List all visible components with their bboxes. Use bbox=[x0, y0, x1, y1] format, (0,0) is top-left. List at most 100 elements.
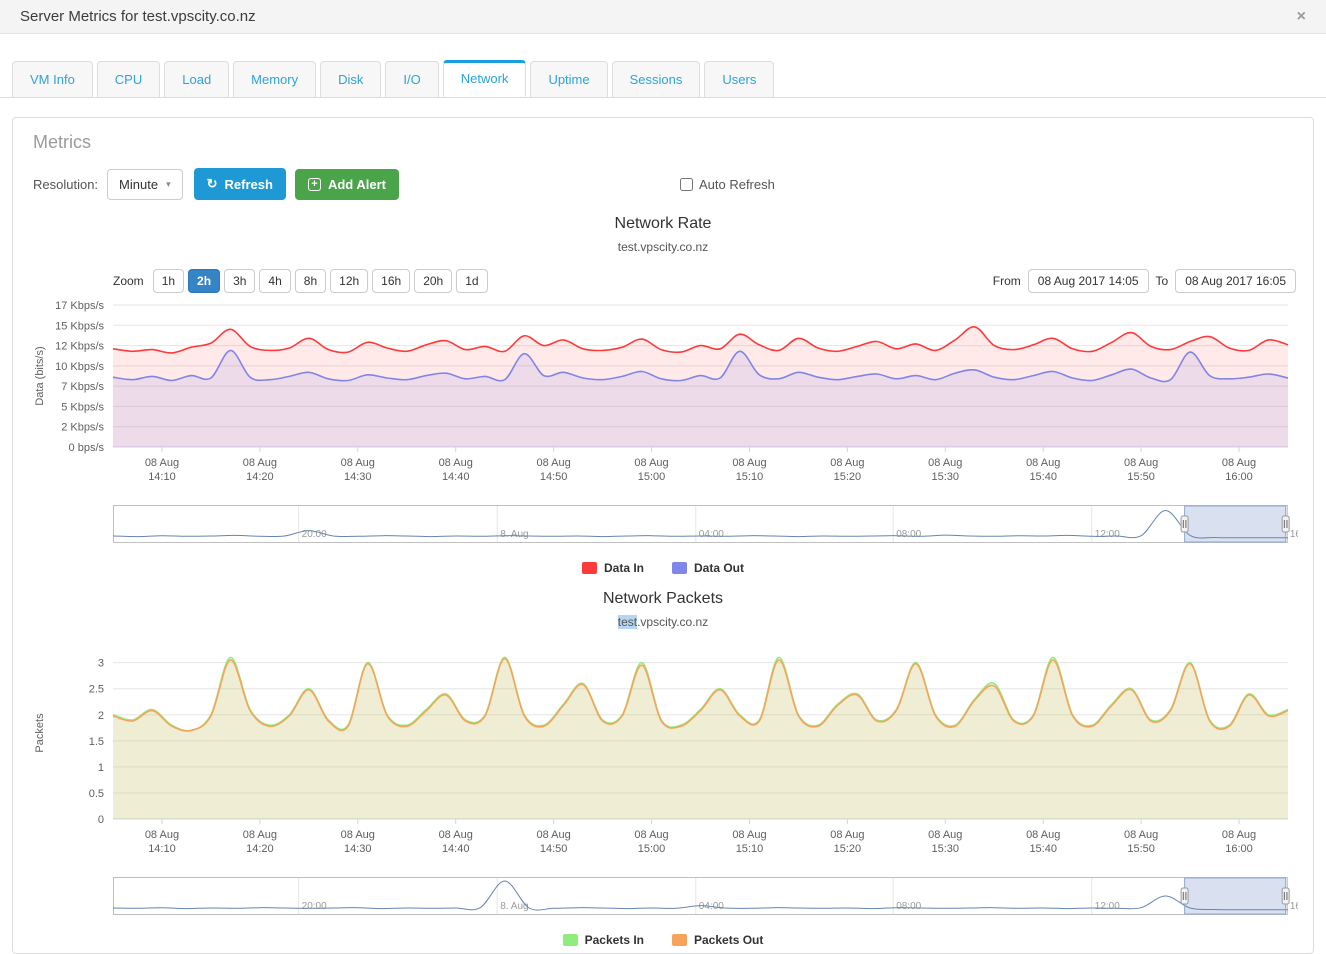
svg-text:08 Aug: 08 Aug bbox=[830, 829, 864, 841]
svg-text:14:10: 14:10 bbox=[148, 471, 176, 483]
auto-refresh-group: Auto Refresh bbox=[679, 176, 775, 192]
svg-text:15:50: 15:50 bbox=[1127, 471, 1155, 483]
refresh-button[interactable]: ↻ Refresh bbox=[193, 168, 286, 200]
legend-item-data-out[interactable]: Data Out bbox=[672, 561, 744, 575]
svg-text:08 Aug: 08 Aug bbox=[830, 457, 864, 469]
svg-text:04:00: 04:00 bbox=[699, 529, 724, 540]
close-icon[interactable]: × bbox=[1296, 7, 1306, 25]
tab-vm-info[interactable]: VM Info bbox=[12, 61, 93, 98]
tab-sessions[interactable]: Sessions bbox=[611, 61, 701, 98]
svg-text:8. Aug: 8. Aug bbox=[500, 529, 528, 540]
tab-i-o[interactable]: I/O bbox=[385, 61, 439, 98]
navigator-handle-right[interactable] bbox=[1281, 887, 1290, 905]
tab-cpu[interactable]: CPU bbox=[96, 61, 161, 98]
zoom-button-4h[interactable]: 4h bbox=[259, 269, 291, 293]
tab-memory[interactable]: Memory bbox=[233, 61, 317, 98]
svg-text:14:30: 14:30 bbox=[344, 471, 372, 483]
svg-text:08 Aug: 08 Aug bbox=[1026, 457, 1060, 469]
zoom-button-3h[interactable]: 3h bbox=[224, 269, 256, 293]
plot-svg[interactable]: 3 2.5 2 1.5 1 0.5 0 08 Aug 14:10 08 Aug 14:20 08 Au… bbox=[26, 643, 1298, 859]
svg-text:08 Aug: 08 Aug bbox=[145, 457, 179, 469]
resolution-select[interactable]: Minute ▾ bbox=[107, 168, 183, 200]
svg-text:20:00: 20:00 bbox=[302, 901, 327, 912]
zoom-button-1d[interactable]: 1d bbox=[456, 269, 488, 293]
plus-square-icon: + bbox=[307, 177, 321, 191]
svg-text:08 Aug: 08 Aug bbox=[732, 457, 766, 469]
svg-text:15:30: 15:30 bbox=[932, 843, 960, 855]
svg-text:16: 16 bbox=[1290, 529, 1298, 540]
svg-text:08:00: 08:00 bbox=[896, 529, 921, 540]
svg-text:15:20: 15:20 bbox=[834, 843, 862, 855]
zoom-buttons: 1h 2h 3h 4h 8h 12h 16h 20h 1d bbox=[152, 269, 492, 293]
svg-text:08 Aug: 08 Aug bbox=[536, 457, 570, 469]
svg-text:15:30: 15:30 bbox=[932, 471, 960, 483]
add-alert-button[interactable]: + Add Alert bbox=[294, 168, 399, 200]
svg-text:0: 0 bbox=[98, 814, 104, 826]
network-packets-legend: Packets In Packets Out bbox=[26, 933, 1300, 947]
network-packets-plot[interactable]: 3 2.5 2 1.5 1 0.5 0 08 Aug 14:10 08 Aug 14:20 08 Au… bbox=[26, 643, 1300, 864]
plot-svg[interactable]: 17 Kbps/s 15 Kbps/s 12 Kbps/s 10 Kbps/s 7 Kb… bbox=[26, 300, 1298, 487]
legend-swatch bbox=[672, 934, 687, 946]
svg-text:3: 3 bbox=[98, 658, 104, 670]
chart-subtitle-network-packets: test.vpscity.co.nz bbox=[617, 615, 709, 629]
navigator-handle-left[interactable] bbox=[1180, 515, 1189, 533]
svg-text:08 Aug: 08 Aug bbox=[1222, 829, 1256, 841]
zoom-button-2h[interactable]: 2h bbox=[188, 269, 221, 293]
selected-text: test bbox=[617, 615, 638, 629]
resolution-label: Resolution: bbox=[33, 176, 99, 192]
svg-text:12 Kbps/s: 12 Kbps/s bbox=[55, 341, 104, 353]
legend-item-packets-in[interactable]: Packets In bbox=[562, 933, 644, 947]
to-label: To bbox=[1155, 274, 1169, 288]
chart-subtitle-network-rate: test.vpscity.co.nz bbox=[617, 240, 709, 254]
range-selector-row: Zoom 1h 2h 3h 4h 8h 12h 16h 20h 1d From 08 Aug 2… bbox=[26, 254, 1300, 301]
svg-text:08 Aug: 08 Aug bbox=[439, 829, 473, 841]
legend-item-packets-out[interactable]: Packets Out bbox=[672, 933, 763, 947]
svg-text:1: 1 bbox=[98, 762, 104, 774]
navigator-handle-left[interactable] bbox=[1180, 887, 1189, 905]
svg-text:0 bps/s: 0 bps/s bbox=[69, 442, 105, 454]
from-date-input[interactable]: 08 Aug 2017 14:05 bbox=[1027, 269, 1149, 293]
to-date-input[interactable]: 08 Aug 2017 16:05 bbox=[1175, 269, 1296, 293]
svg-text:15:40: 15:40 bbox=[1029, 471, 1057, 483]
tab-network[interactable]: Network bbox=[442, 60, 527, 97]
network-rate-navigator[interactable]: 20:00 8. Aug 04:00 08:00 12:00 16 bbox=[26, 504, 1301, 551]
metrics-panel: Metrics Resolution: Minute ▾ ↻ Refresh +… bbox=[12, 117, 1314, 954]
svg-text:15:50: 15:50 bbox=[1127, 843, 1155, 855]
network-rate-plot[interactable]: 17 Kbps/s 15 Kbps/s 12 Kbps/s 10 Kbps/s 7 Kb… bbox=[26, 300, 1300, 492]
svg-text:2 Kbps/s: 2 Kbps/s bbox=[61, 422, 104, 434]
zoom-button-16h[interactable]: 16h bbox=[372, 269, 411, 293]
legend-item-data-in[interactable]: Data In bbox=[581, 561, 644, 575]
svg-text:08:00: 08:00 bbox=[896, 901, 921, 912]
svg-text:15:10: 15:10 bbox=[736, 843, 764, 855]
tab-uptime[interactable]: Uptime bbox=[530, 61, 608, 98]
panel-heading: Metrics bbox=[33, 132, 91, 152]
svg-text:8. Aug: 8. Aug bbox=[500, 901, 528, 912]
tab-load[interactable]: Load bbox=[164, 61, 230, 98]
navigator-selection[interactable] bbox=[1184, 505, 1287, 543]
svg-text:20:00: 20:00 bbox=[302, 529, 327, 540]
navigator-selection[interactable] bbox=[1184, 877, 1287, 915]
svg-text:14:20: 14:20 bbox=[246, 843, 274, 855]
svg-text:08 Aug: 08 Aug bbox=[536, 829, 570, 841]
auto-refresh-label: Auto Refresh bbox=[698, 176, 775, 192]
controls-row: Resolution: Minute ▾ ↻ Refresh + Add Ale… bbox=[33, 168, 1300, 200]
zoom-button-20h[interactable]: 20h bbox=[414, 269, 453, 293]
zoom-button-12h[interactable]: 12h bbox=[330, 269, 369, 293]
svg-text:2: 2 bbox=[98, 710, 104, 722]
tab-disk[interactable]: Disk bbox=[320, 61, 382, 98]
auto-refresh-checkbox[interactable] bbox=[679, 177, 693, 191]
svg-text:08 Aug: 08 Aug bbox=[1124, 457, 1158, 469]
svg-text:08 Aug: 08 Aug bbox=[928, 829, 962, 841]
svg-text:08 Aug: 08 Aug bbox=[341, 457, 375, 469]
zoom-button-8h[interactable]: 8h bbox=[294, 269, 327, 293]
zoom-button-1h[interactable]: 1h bbox=[152, 269, 185, 293]
tab-users[interactable]: Users bbox=[704, 61, 775, 98]
svg-text:08 Aug: 08 Aug bbox=[732, 829, 766, 841]
svg-text:14:30: 14:30 bbox=[344, 843, 372, 855]
svg-text:Data (bits/s): Data (bits/s) bbox=[34, 346, 46, 405]
navigator-handle-right[interactable] bbox=[1281, 515, 1290, 533]
svg-text:14:10: 14:10 bbox=[148, 843, 176, 855]
